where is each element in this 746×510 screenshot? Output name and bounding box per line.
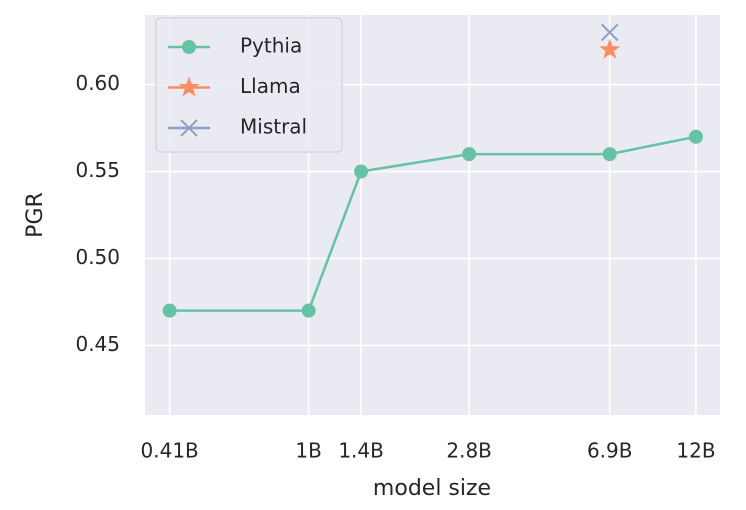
x-tick-label: 6.9B xyxy=(587,439,633,463)
marker xyxy=(688,129,703,144)
marker xyxy=(599,38,621,59)
marker xyxy=(354,164,369,179)
marker xyxy=(601,23,619,42)
marker xyxy=(602,147,617,162)
marker xyxy=(178,76,200,97)
marks xyxy=(162,23,703,318)
y-axis-label: PGR xyxy=(23,192,48,238)
marker xyxy=(180,119,198,137)
x-tick-label: 1B xyxy=(295,439,321,463)
series-line xyxy=(169,135,697,312)
legend-label: Pythia xyxy=(240,34,302,58)
marker xyxy=(301,303,316,318)
y-tick-label: 0.60 xyxy=(75,71,120,95)
marker xyxy=(182,40,196,54)
marker xyxy=(462,147,477,162)
legend: Pythia Llama Mistral xyxy=(155,17,343,153)
y-tick-label: 0.45 xyxy=(75,332,120,356)
x-tick-label: 2.8B xyxy=(446,439,492,463)
y-tick-label: 0.55 xyxy=(75,158,120,182)
legend-label: Llama xyxy=(240,74,301,98)
x-axis-label: model size xyxy=(373,476,491,501)
legend-box xyxy=(155,17,343,153)
x-tick-label: 0.41B xyxy=(141,439,199,463)
x-tick-label: 12B xyxy=(676,439,715,463)
legend-label: Mistral xyxy=(240,115,307,139)
y-tick-label: 0.50 xyxy=(75,245,120,269)
marker xyxy=(162,303,177,318)
x-tick-label: 1.4B xyxy=(338,439,384,463)
grid xyxy=(145,15,720,415)
